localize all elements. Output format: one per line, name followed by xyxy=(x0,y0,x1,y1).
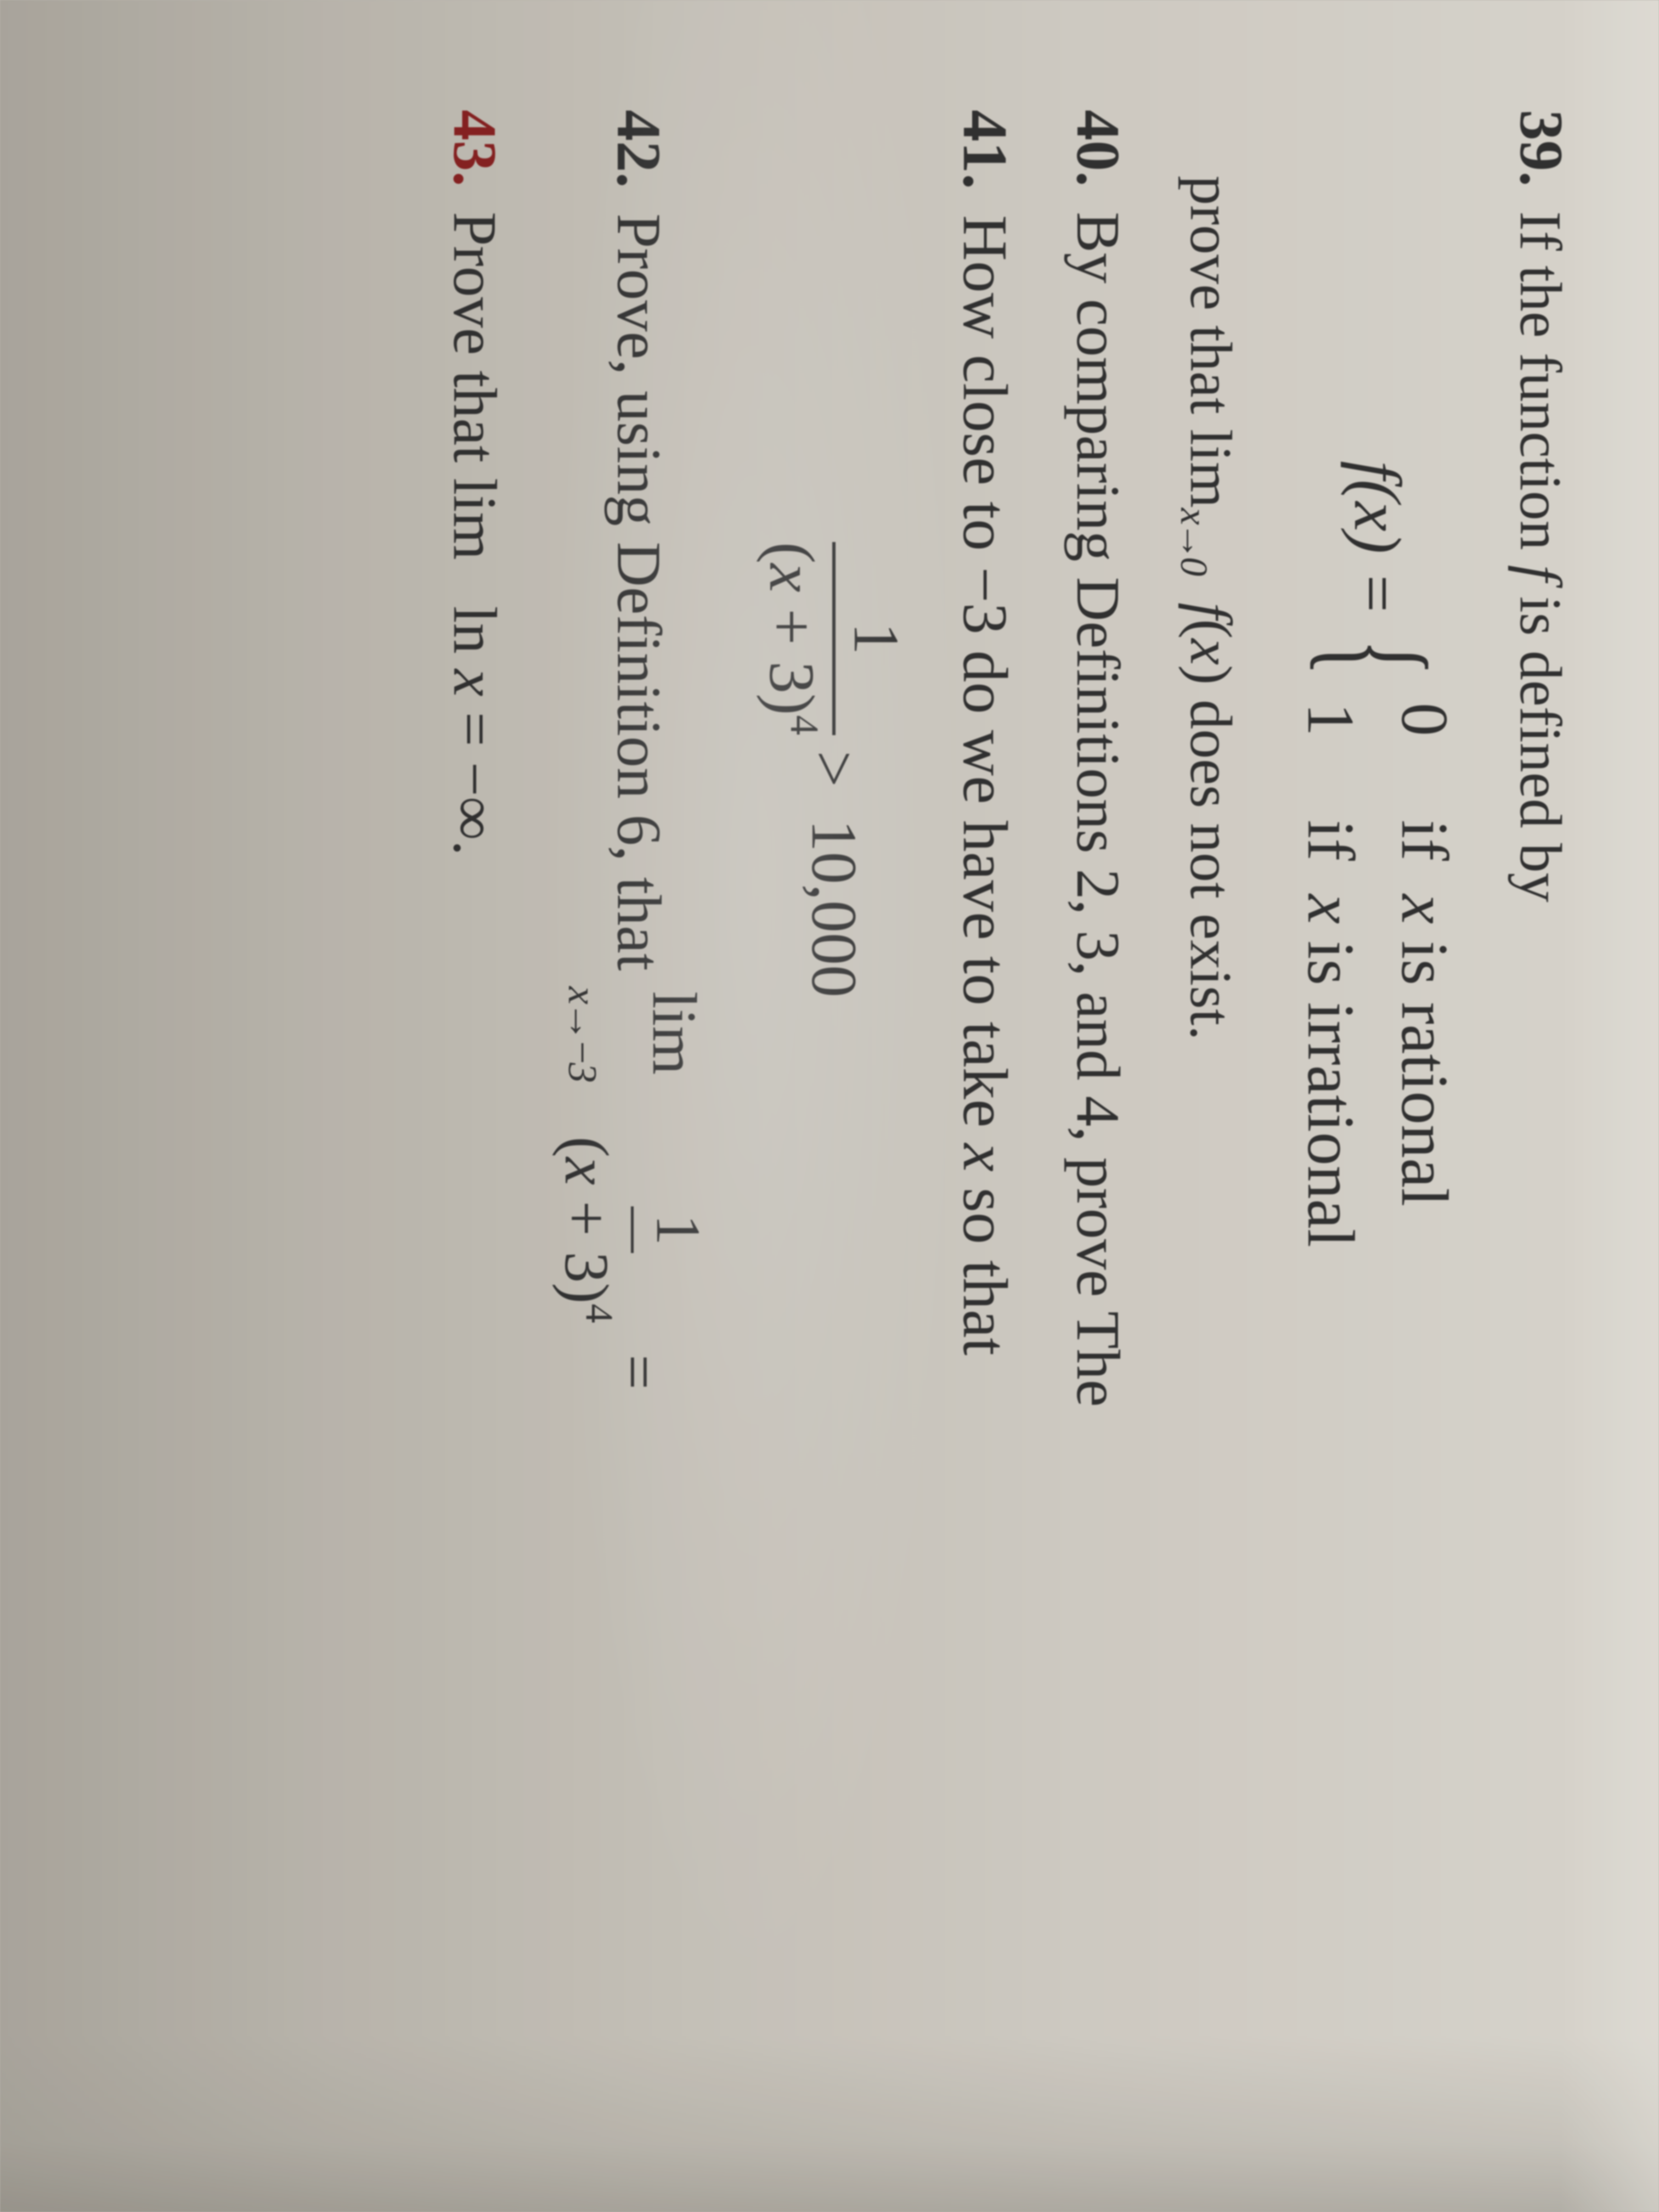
lim-label: lim xyxy=(441,478,509,560)
problem-43: 43. Prove that lim ln x = −∞. xyxy=(433,110,516,2146)
case-2: 1 if x is irrational xyxy=(1283,703,1377,1248)
cases: 0 if x is rational 1 if x is irrational xyxy=(1283,703,1471,1248)
case-1: 0 if x is rational xyxy=(1377,703,1471,1248)
case-value: 1 xyxy=(1294,703,1368,736)
problem-39-prove: prove that limx→0 f(x) does not exist. xyxy=(1167,110,1250,2146)
textbook-page: 39. If the function f is defined by f(x)… xyxy=(0,0,1659,2212)
text: f(x) does not exist. xyxy=(1178,588,1243,1040)
case-condition: if x is irrational xyxy=(1294,820,1368,1247)
text: is defined by xyxy=(1508,596,1573,902)
limit-subscript: x→−3 xyxy=(560,986,605,1080)
numerator: 1 xyxy=(832,542,913,735)
problem-number: 43. xyxy=(441,110,509,187)
greater-than: > xyxy=(797,751,871,787)
case-value: 0 xyxy=(1387,703,1462,736)
problem-number: 40. xyxy=(1064,110,1132,187)
text: If the function xyxy=(1508,211,1573,565)
denominator: (x + 3)4 xyxy=(754,542,832,735)
problem-number: 41. xyxy=(950,110,1020,189)
text: Prove, using Definition 6, that xyxy=(604,213,674,986)
text: By comparing Definitions 2, 3, and 4, pr… xyxy=(1064,212,1132,1407)
problem-40: 40. By comparing Definitions 2, 3, and 4… xyxy=(1056,110,1139,2146)
equals: = xyxy=(604,1355,674,1390)
problem-number: 39. xyxy=(1507,110,1575,187)
numerator: 1 xyxy=(631,1206,720,1253)
denominator: (x + 3)4 xyxy=(544,1137,631,1323)
case-condition: if x is rational xyxy=(1387,820,1462,1206)
piecewise-definition: f(x) = { 0 if x is rational 1 if x is ir… xyxy=(1283,110,1471,2146)
lim-label: lim xyxy=(640,991,709,1075)
fx-lhs: f(x) = xyxy=(1339,461,1415,616)
problem-42: 42. Prove, using Definition 6, that lim … xyxy=(544,110,720,2146)
function-symbol: f xyxy=(1508,565,1573,596)
text: How close to −3 do we have to take x so … xyxy=(950,215,1020,1356)
problem-41: 41. How close to −3 do we have to take x… xyxy=(942,110,1028,2146)
left-brace-icon: { xyxy=(1320,639,1434,676)
problem-41-inequality: 1 (x + 3)4 > 10,000 xyxy=(754,110,913,2146)
problem-39: 39. If the function f is defined by xyxy=(1499,110,1582,2146)
text: prove that lim xyxy=(1178,176,1243,508)
problem-number: 42. xyxy=(604,110,674,188)
text: ln x = −∞. xyxy=(441,575,509,856)
text: Prove that xyxy=(441,212,509,478)
limit-subscript: x→0 xyxy=(1172,508,1215,573)
fraction: 1 (x + 3)4 xyxy=(544,1137,720,1323)
rhs-value: 10,000 xyxy=(797,820,871,998)
fraction: 1 (x + 3)4 xyxy=(754,542,913,735)
